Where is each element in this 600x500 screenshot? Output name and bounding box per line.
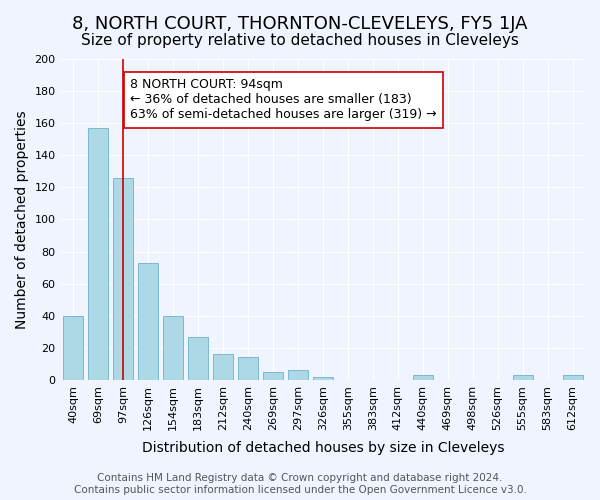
Bar xyxy=(138,263,158,380)
Bar xyxy=(63,316,83,380)
Bar xyxy=(213,354,233,380)
X-axis label: Distribution of detached houses by size in Cleveleys: Distribution of detached houses by size … xyxy=(142,441,504,455)
Bar xyxy=(563,375,583,380)
Bar xyxy=(413,375,433,380)
Bar xyxy=(163,316,183,380)
Bar xyxy=(288,370,308,380)
Bar xyxy=(313,376,333,380)
Bar xyxy=(113,178,133,380)
Y-axis label: Number of detached properties: Number of detached properties xyxy=(15,110,29,329)
Bar xyxy=(188,336,208,380)
Text: Size of property relative to detached houses in Cleveleys: Size of property relative to detached ho… xyxy=(81,32,519,48)
Text: 8, NORTH COURT, THORNTON-CLEVELEYS, FY5 1JA: 8, NORTH COURT, THORNTON-CLEVELEYS, FY5 … xyxy=(72,15,528,33)
Bar xyxy=(263,372,283,380)
Text: Contains HM Land Registry data © Crown copyright and database right 2024.
Contai: Contains HM Land Registry data © Crown c… xyxy=(74,474,526,495)
Bar xyxy=(512,375,533,380)
Text: 8 NORTH COURT: 94sqm
← 36% of detached houses are smaller (183)
63% of semi-deta: 8 NORTH COURT: 94sqm ← 36% of detached h… xyxy=(130,78,437,122)
Bar xyxy=(238,358,258,380)
Bar xyxy=(88,128,108,380)
